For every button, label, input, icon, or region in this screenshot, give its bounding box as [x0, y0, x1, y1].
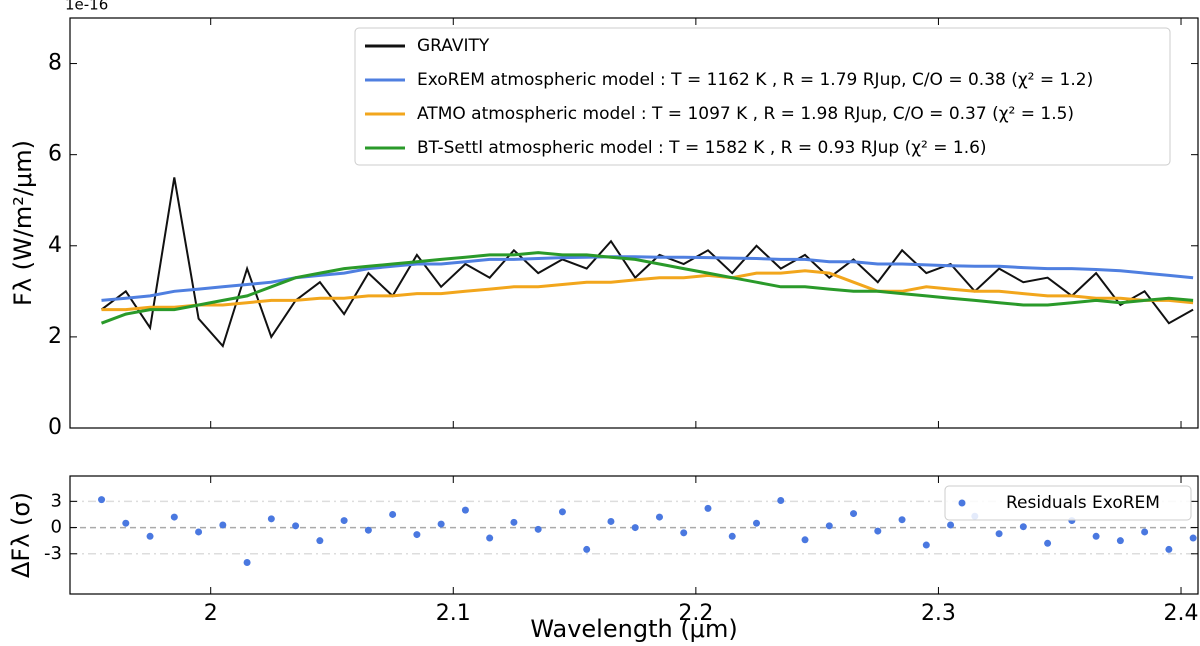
residual-point	[316, 537, 324, 545]
y-tick-label: 4	[48, 233, 62, 258]
residual-point	[292, 522, 300, 530]
axes-frame	[69, 475, 1199, 595]
y-axis-label: Fλ (W/m²/μm)	[9, 140, 37, 306]
residual-point	[1116, 537, 1124, 545]
y-axis-label: ΔFλ (σ)	[7, 492, 35, 578]
residual-point	[437, 520, 445, 528]
residual-point	[753, 519, 761, 527]
legend-label: ExoREM atmospheric model : T = 1162 K , …	[417, 70, 1093, 90]
legend-label: GRAVITY	[417, 36, 490, 56]
residual-point	[607, 517, 615, 525]
residual-point	[728, 532, 736, 540]
residual-point	[1141, 528, 1149, 536]
residual-point	[898, 516, 906, 524]
residual-point	[364, 526, 372, 534]
legend-label: Residuals ExoREM	[1006, 493, 1160, 513]
x-tick-label: 2.4	[1164, 601, 1199, 626]
residual-point	[243, 559, 251, 567]
residual-point	[1019, 523, 1027, 531]
x-tick-label: 2	[204, 601, 218, 626]
y-tick-label: 2	[48, 324, 62, 349]
legend-label: ATMO atmospheric model : T = 1097 K , R …	[417, 104, 1074, 124]
y-tick-label: 0	[48, 415, 62, 440]
y-tick-label: 8	[48, 51, 62, 76]
y-tick-label: 6	[48, 142, 62, 167]
residual-point	[825, 522, 833, 530]
residual-point	[801, 536, 809, 544]
residual-point	[680, 529, 688, 537]
residual-point	[267, 515, 275, 523]
residual-point	[995, 530, 1003, 538]
residual-point	[122, 519, 130, 527]
residual-point	[777, 496, 785, 504]
residual-point	[1092, 532, 1100, 540]
residual-point	[340, 517, 348, 525]
series-line	[101, 269, 1194, 312]
residual-point	[631, 524, 639, 532]
residual-point	[874, 527, 882, 535]
residual-point	[98, 496, 106, 504]
x-tick-label: 2.3	[921, 601, 956, 626]
residual-point	[219, 521, 227, 529]
residual-point	[1165, 545, 1173, 553]
offset-label: 1e-16	[65, 0, 108, 14]
residual-point	[947, 521, 955, 529]
series-line	[100, 177, 1194, 348]
residual-point	[1189, 534, 1197, 542]
axes-frame	[69, 17, 1199, 429]
legend-marker	[958, 499, 966, 507]
residual-point	[655, 513, 663, 521]
x-axis-label: Wavelength (μm)	[530, 615, 737, 643]
legend-box	[944, 485, 1192, 521]
residual-point	[583, 545, 591, 553]
legend-label: BT-Settl atmospheric model : T = 1582 K …	[417, 138, 987, 158]
y-tick-label: 3	[51, 490, 62, 511]
residual-point	[704, 504, 712, 512]
residual-point	[922, 541, 930, 549]
residual-point	[558, 508, 566, 516]
residual-point	[850, 510, 858, 518]
residual-point	[534, 525, 542, 533]
residual-point	[389, 510, 397, 518]
residual-point	[461, 506, 469, 514]
residual-point	[170, 513, 178, 521]
residual-point	[510, 518, 518, 526]
residual-point	[146, 532, 154, 540]
x-tick-label: 2.2	[678, 601, 713, 626]
x-tick-label: 2.1	[436, 601, 471, 626]
residual-point	[486, 534, 494, 542]
residual-point	[1044, 539, 1052, 547]
legend-box	[354, 27, 1171, 166]
y-tick-label: -3	[44, 543, 62, 564]
series-line	[100, 251, 1194, 325]
residual-point	[195, 528, 203, 536]
series-line	[101, 255, 1194, 302]
y-tick-label: 0	[51, 517, 62, 538]
plot-area	[100, 177, 1194, 348]
residual-point	[413, 531, 421, 539]
